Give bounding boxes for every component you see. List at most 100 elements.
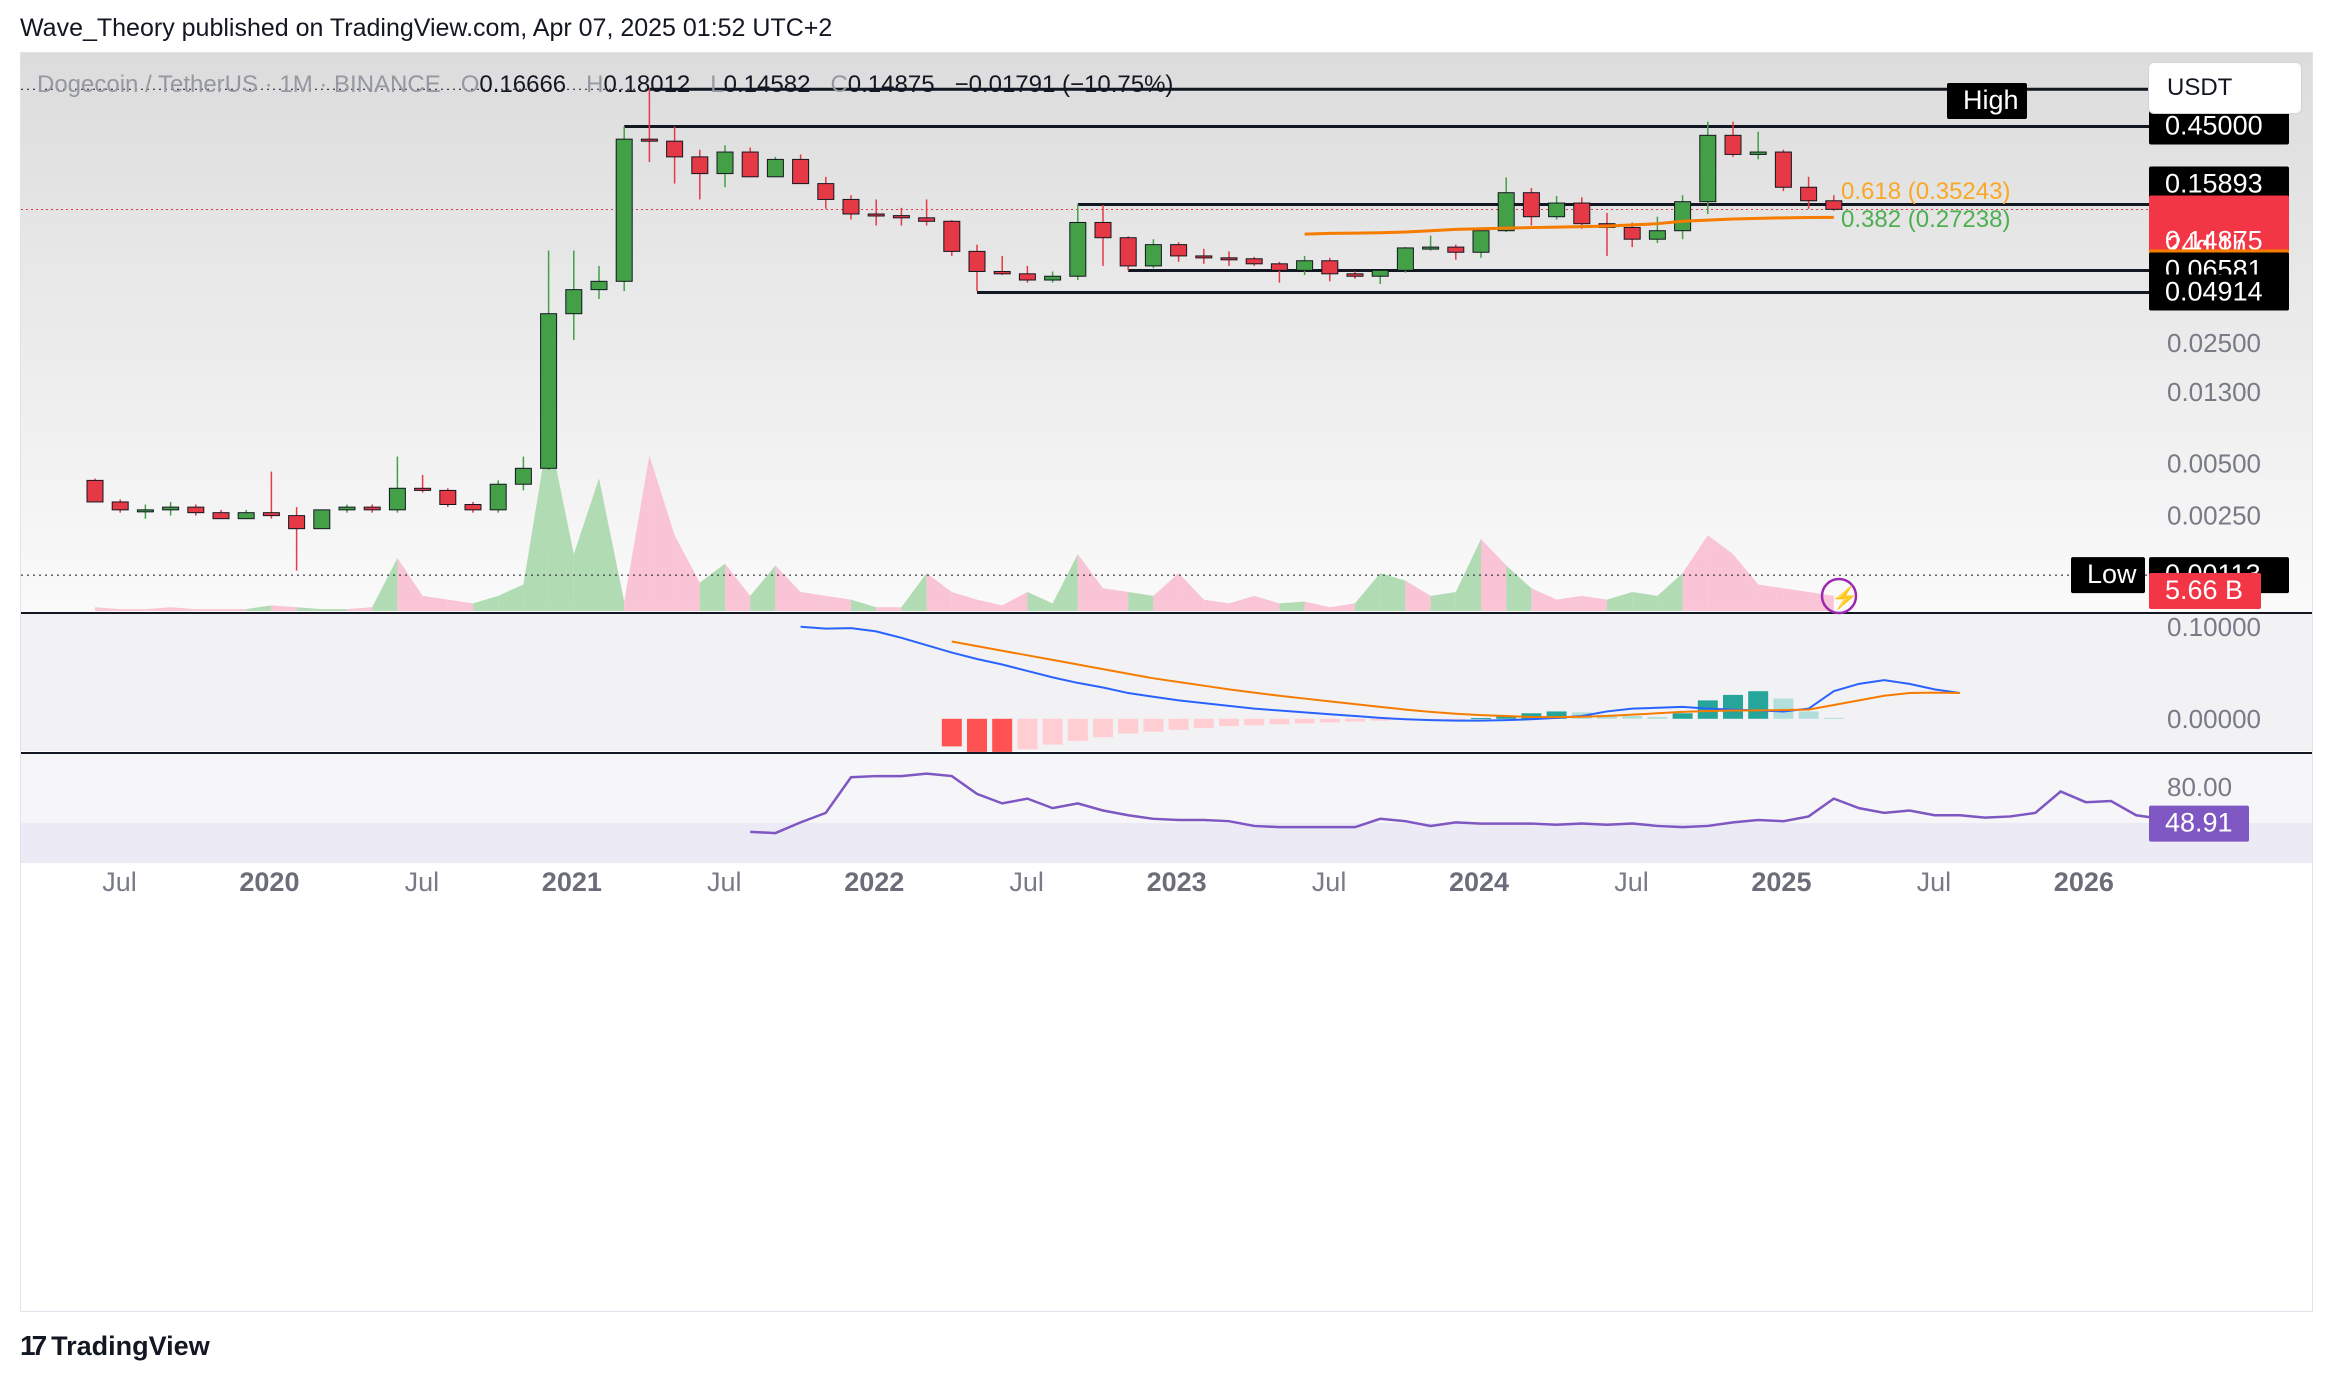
rsi-tick-label: 80.00 [2167, 772, 2232, 802]
legend-close-key: C [830, 71, 848, 98]
candle-body [615, 138, 633, 282]
rsi-line [750, 772, 2212, 835]
macd-histogram-bar [1471, 718, 1491, 720]
volume-area-segment [1682, 535, 1708, 611]
candle-body [766, 158, 784, 178]
x-tick-label: 2021 [542, 867, 602, 897]
high-marker-label: High [1963, 85, 2019, 115]
volume-area-segment [1304, 601, 1330, 611]
price-label-15893: 0.15893 [2165, 168, 2263, 198]
macd-histogram-bar [1798, 711, 1819, 719]
candle-body [1094, 221, 1112, 239]
candle-body [842, 198, 860, 215]
candle-body [1245, 258, 1263, 265]
volume-area-segment [573, 478, 599, 611]
legend-open-key: O [460, 71, 480, 98]
volume-area-segment [1657, 573, 1683, 611]
candle-body [1371, 269, 1389, 277]
candle-body [1674, 201, 1692, 232]
rsi-value-label: 48.91 [2165, 808, 2233, 838]
macd-histogram-bar [1723, 694, 1743, 719]
fib-618-label: 0.618 (0.35243) [1841, 178, 2010, 205]
volume-area-segment [825, 595, 851, 611]
candle-body [993, 270, 1011, 275]
candle-body [1699, 134, 1717, 203]
candle-body [590, 280, 608, 291]
candle-body [1321, 260, 1339, 275]
x-tick-label: 2023 [1147, 867, 1207, 897]
candle-body [691, 156, 709, 175]
volume-area-segment [1229, 595, 1255, 611]
volume-area-segment [447, 599, 473, 611]
candle-body [1825, 200, 1843, 210]
symbol-legend: Dogecoin / TetherUS · 1M · BINANCE O0.16… [37, 71, 1173, 99]
volume-area-segment [271, 605, 297, 611]
macd-histogram-bar [1193, 718, 1214, 728]
candle-body [1195, 255, 1213, 259]
candle-body [237, 512, 255, 520]
volume-area-segment [977, 599, 1003, 611]
candle-body [1422, 246, 1440, 250]
candle-body [1774, 151, 1792, 188]
macd-histogram-bar [1042, 718, 1063, 745]
volume-area-segment [649, 455, 675, 611]
macd-tick-label: 0.00000 [2167, 704, 2261, 734]
tradingview-logo[interactable]: 17 TradingView [20, 1330, 210, 1362]
volume-area-segment [926, 573, 952, 611]
volume-area-segment [1027, 592, 1053, 611]
volume-area-segment [725, 563, 751, 611]
candle-body [565, 289, 583, 315]
price-label-45000: 0.45000 [2165, 110, 2263, 140]
last-price-label-bg [2149, 195, 2289, 260]
candle-body [111, 501, 129, 511]
macd-histogram-bar [1118, 718, 1139, 734]
macd-histogram-bar [1647, 716, 1668, 719]
volume-area-segment [321, 609, 347, 611]
volume-area-segment [296, 607, 322, 611]
candle-body [388, 487, 406, 511]
macd-histogram-bar [1672, 713, 1693, 719]
legend-low: 0.14582 [723, 71, 811, 98]
volume-area-segment [1556, 595, 1582, 611]
volume-area-segment [901, 573, 927, 611]
x-tick-label: Jul [102, 867, 137, 897]
legend-close: 0.14875 [847, 71, 935, 98]
volume-area-segment [775, 565, 801, 611]
volume-area-segment [1203, 599, 1229, 611]
volume-area-segment [95, 607, 121, 611]
candle-body [464, 503, 482, 511]
volume-area-segment [145, 607, 171, 611]
currency-button[interactable]: USDT [2148, 62, 2302, 114]
candle-body [1623, 226, 1641, 240]
macd-histogram-bar [1067, 718, 1088, 741]
price-label-45000-bg [2149, 108, 2289, 145]
legend-high-key: H [586, 71, 604, 98]
volume-area-segment [1077, 554, 1103, 611]
volume-area-segment [1758, 584, 1784, 611]
candle-body [489, 483, 507, 511]
high-marker-label-bg [1947, 83, 2027, 119]
chart-canvas[interactable]: 0.618 (0.35243)0.382 (0.27238) 0.02500 0.0… [21, 53, 2313, 1312]
x-tick-label: 2020 [239, 867, 299, 897]
macd-histogram-bar [1748, 691, 1769, 719]
legend-change: −0.01791 (−10.75%) [954, 71, 1174, 98]
candle-body [1069, 221, 1087, 277]
volume-area-segment [1783, 588, 1809, 611]
macd-histogram-bar [967, 718, 987, 752]
volume-area-segment [422, 595, 448, 611]
volume-area-segment [1355, 573, 1381, 611]
candle-body [1044, 275, 1062, 281]
legend-high: 0.18012 [603, 71, 691, 98]
main-pane-bg [21, 53, 2312, 611]
volume-area-segment [1531, 588, 1557, 611]
volume-area-segment [1405, 580, 1431, 611]
tradingview-brand: TradingView [51, 1330, 210, 1361]
macd-histogram-bar [1546, 711, 1567, 719]
candle-body [187, 506, 205, 514]
volume-area-segment [195, 609, 221, 611]
volume-area-segment [120, 609, 146, 611]
candle-body [640, 138, 658, 142]
volume-area-segment [170, 607, 196, 611]
volume-area-segment [1254, 595, 1280, 611]
candle-body [439, 489, 457, 505]
